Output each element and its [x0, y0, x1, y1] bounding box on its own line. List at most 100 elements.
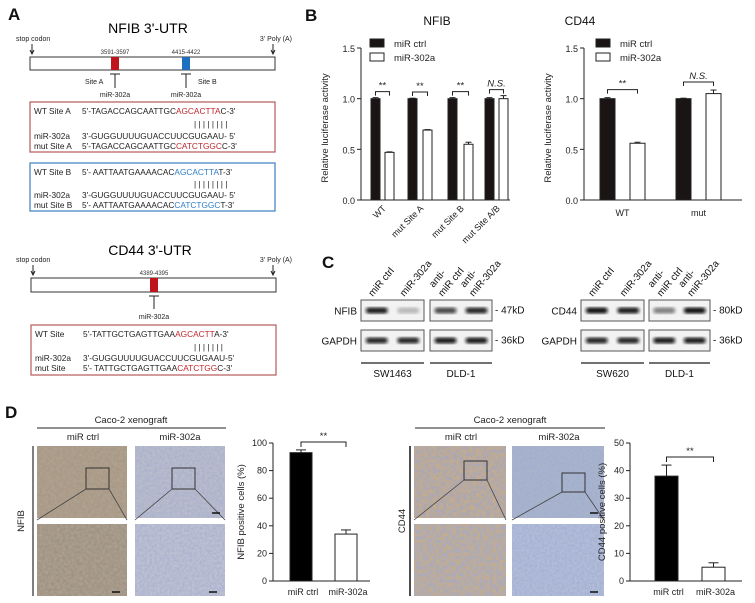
panel-label-d: D [5, 403, 17, 422]
bar [384, 151, 395, 201]
ihc-cd44-mir-high [512, 524, 604, 596]
significance-bracket [607, 89, 638, 94]
cell-line-label: DLD-1 [665, 369, 694, 380]
protein-band [683, 337, 706, 344]
significance-label: ** [619, 79, 627, 90]
significance-label: ** [416, 81, 424, 92]
site-a-marker [111, 57, 119, 70]
mir-seq: 3'-GUGGUUUUGUACCUUCGUGAAU-5' [83, 353, 235, 363]
protein-band [434, 337, 457, 344]
site-b-label: Site B [198, 79, 217, 86]
site-b-marker [182, 57, 190, 70]
zoom-region-box [171, 467, 196, 490]
y-axis-label: Relative luciferase activity [543, 73, 554, 183]
molecular-weight-label: - 36kD [713, 336, 742, 347]
protein-band [397, 337, 420, 344]
significance-label: ** [686, 446, 694, 457]
zoom-region-box [463, 460, 488, 481]
legend-swatch [595, 38, 611, 48]
mut-site-label: mut Site [35, 363, 66, 373]
bar [334, 533, 358, 582]
nfib-utr-title: NFIB 3'-UTR [108, 20, 188, 36]
significance-label: ** [457, 81, 465, 92]
panel-label-b: B [305, 6, 317, 25]
legend-label: miR-302a [620, 53, 662, 64]
bar [654, 475, 679, 582]
poly-a-label: 3' Poly (A) [260, 257, 292, 264]
chart-cd44-positive-cells: 0 10 20 30 40 50 CD44 positive cells (%) miR ct… [597, 438, 742, 597]
zoom-region-box [85, 467, 110, 490]
mir-label: miR-302a [34, 131, 70, 141]
chart-nfib-luciferase: NFIB 0.0 0.5 1.0 1.5 Relative luciferase acti… [320, 14, 510, 245]
y-tick-label: 1.0 [565, 95, 578, 105]
bar [447, 98, 458, 201]
zoom-region-box [561, 472, 586, 493]
molecular-weight-label: - 36kD [495, 336, 524, 347]
poly-a-label: 3' Poly (A) [260, 36, 292, 43]
mut-site-b-seq: 5'- AATTAATGAAAACACCATCTGGCT-3' [82, 200, 234, 210]
stop-codon-label: stop codon [16, 36, 50, 43]
protein-band [465, 307, 488, 314]
mirna-binding-stem [149, 295, 159, 309]
significance-label: N.S. [487, 79, 505, 90]
protein-band [585, 307, 608, 314]
x-tick-label: WT [616, 208, 630, 218]
protein-band [365, 337, 388, 344]
scale-bar [112, 512, 220, 593]
lane-label: miR-302a [398, 258, 435, 299]
wt-site-label: WT Site [35, 329, 65, 339]
bar [599, 98, 616, 201]
panel-d: D Caco-2 xenograft miR ctrl miR-302a NFI… [5, 403, 742, 597]
blot-frame [360, 329, 425, 352]
legend-swatch [595, 52, 611, 62]
y-tick-label: 1.0 [342, 95, 355, 105]
blot-frame [648, 329, 711, 352]
blot-frame [429, 329, 493, 352]
y-tick-label: 60 [257, 493, 267, 503]
mut-site-seq: 5'- TATTGCTGAGTTGAACATCTGGC-3' [83, 363, 233, 373]
bar [629, 142, 646, 201]
y-axis-label: CD44 positive cells (%) [597, 463, 608, 561]
mir-seq: 3'-GUGGUUUUGUACCUUCGUGAAU- 5' [82, 190, 236, 200]
blot-row-label: GAPDH [321, 337, 357, 348]
x-tick-label: mut [691, 208, 707, 218]
wt-site-a-seq: 5'-TAGACCAGCAATTGCAGCACTTAC-3' [82, 106, 236, 116]
x-tick-label: WT [371, 203, 388, 220]
blot-frame [648, 299, 711, 322]
ihc-nfib-ctrl-high [37, 524, 127, 596]
protein-band [465, 337, 488, 344]
y-tick-label: 0.5 [565, 145, 578, 155]
x-tick-label: miR ctrl [653, 587, 684, 597]
row-label-cd44: CD44 [397, 509, 408, 533]
significance-label: ** [320, 431, 328, 442]
base-pairing-marks: | | | | | | | | [194, 119, 227, 129]
chart-title: NFIB [423, 14, 450, 28]
y-tick-label: 0 [619, 576, 624, 586]
col-label-mir: miR-302a [159, 432, 201, 443]
y-tick-label: 0.0 [565, 196, 578, 206]
blot-frame [360, 299, 425, 322]
significance-label: N.S. [689, 71, 707, 82]
y-tick-label: 20 [614, 521, 624, 531]
down-arrow-icon [270, 44, 276, 56]
legend-label: miR ctrl [620, 39, 652, 50]
xenograft-header: Caco-2 xenograft [474, 415, 547, 426]
mir-seq: 3'-GUGGUUUUGUACCUUCGUGAAU- 5' [82, 131, 236, 141]
site-a-position: 3591-3597 [101, 50, 130, 56]
protein-band [434, 307, 457, 314]
y-tick-label: 0 [262, 576, 267, 586]
mut-site-a-seq: 5'-TAGACCAGCAATTGCCATCTGGCC-3' [82, 141, 237, 151]
legend-label: miR-302a [394, 53, 436, 64]
protein-band [617, 337, 640, 344]
bar [422, 129, 433, 201]
chart-nfib-positive-cells: 0 20 40 60 80 100 NFIB positive cells (%) miR c… [236, 431, 370, 597]
ihc-nfib-mir-low [135, 446, 225, 518]
mir-label: miR-302a [171, 92, 201, 99]
ihc-nfib-ctrl-low [37, 446, 127, 518]
cell-line-label: SW620 [596, 369, 629, 380]
bar [498, 98, 509, 201]
legend-swatch [369, 38, 385, 48]
bar [705, 93, 722, 201]
